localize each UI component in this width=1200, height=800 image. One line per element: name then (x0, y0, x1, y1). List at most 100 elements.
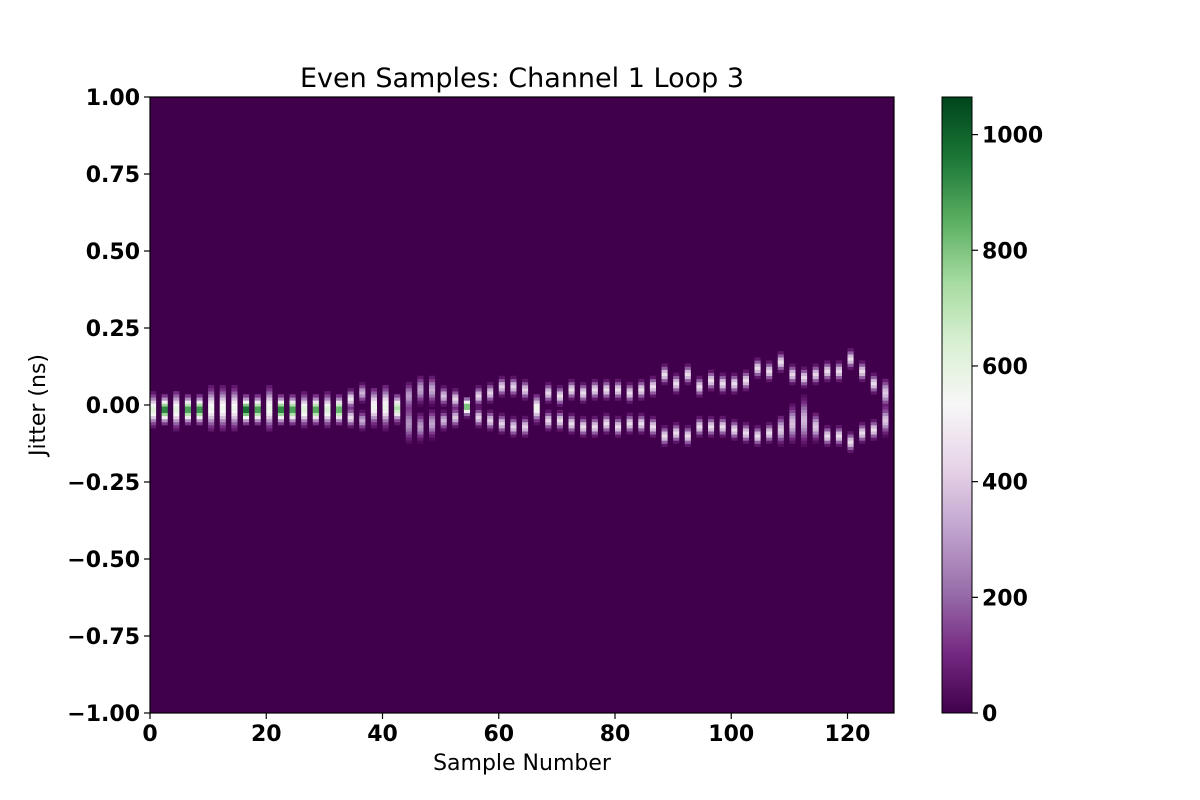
heatmap-cell (150, 415, 157, 420)
colorbar-tick-label: 200 (982, 586, 1028, 611)
heatmap-cell (719, 378, 726, 383)
heatmap-cell (370, 418, 377, 423)
heatmap-cell (336, 400, 343, 404)
heatmap-cell (150, 403, 157, 407)
heatmap-cell (859, 428, 866, 432)
heatmap-cell (638, 425, 645, 429)
heatmap-cell (498, 412, 505, 417)
heatmap-cell (859, 440, 866, 444)
heatmap-cell (731, 375, 738, 380)
heatmap-cell (382, 394, 389, 398)
heatmap-cell (429, 403, 436, 407)
heatmap-cell (812, 421, 819, 426)
heatmap-cell (417, 394, 424, 398)
heatmap-cell (545, 415, 552, 420)
heatmap-cell (359, 381, 366, 386)
heatmap-cell (394, 394, 401, 398)
heatmap-cell (684, 363, 691, 367)
heatmap-cell (603, 425, 610, 429)
heatmap-cell (301, 415, 308, 420)
heatmap-cell (417, 403, 424, 407)
heatmap-cell (336, 409, 343, 413)
heatmap-cell (859, 369, 866, 373)
heatmap-cell (777, 440, 784, 444)
heatmap-cell (475, 406, 482, 410)
heatmap-cell (429, 400, 436, 404)
heatmap-cell (347, 409, 354, 413)
heatmap-cell (312, 409, 319, 413)
heatmap-cell (289, 409, 296, 413)
heatmap-cell (231, 421, 238, 426)
heatmap-cell (882, 412, 889, 417)
heatmap-cell (615, 391, 622, 395)
heatmap-cell (405, 403, 412, 407)
heatmap-cell (859, 434, 866, 438)
heatmap-cell (742, 369, 749, 373)
heatmap-cell (394, 409, 401, 413)
heatmap-cells (150, 348, 889, 454)
heatmap-cell (766, 434, 773, 438)
heatmap-cell (777, 434, 784, 438)
heatmap-cell (196, 418, 203, 423)
heatmap-cell (626, 428, 633, 432)
heatmap-cell (359, 397, 366, 401)
heatmap-cell (626, 418, 633, 423)
heatmap-cell (742, 431, 749, 435)
heatmap-cell (405, 397, 412, 401)
heatmap-cell (870, 437, 877, 441)
heatmap-cell (801, 403, 808, 407)
heatmap-cell (266, 394, 273, 398)
heatmap-cell (870, 381, 877, 386)
heatmap-cell (266, 412, 273, 417)
heatmap-cell (219, 412, 226, 417)
heatmap-cell (661, 363, 668, 367)
heatmap-cell (370, 409, 377, 413)
heatmap-cell (615, 431, 622, 435)
heatmap-cell (394, 406, 401, 410)
heatmap-cell (708, 369, 715, 373)
heatmap-cell (336, 406, 343, 410)
heatmap-cell (289, 403, 296, 407)
heatmap-cell (370, 397, 377, 401)
heatmap-cell (219, 394, 226, 398)
heatmap-cell (731, 434, 738, 438)
heatmap-cell (324, 425, 331, 429)
heatmap-cell (452, 397, 459, 401)
heatmap-cell (859, 378, 866, 383)
heatmap-cell (568, 394, 575, 398)
heatmap-cell (243, 421, 250, 426)
heatmap-cell (789, 375, 796, 380)
heatmap-cell (498, 388, 505, 392)
heatmap-cell (731, 437, 738, 441)
heatmap-cell (173, 425, 180, 429)
heatmap-cell (847, 437, 854, 441)
heatmap-cell (347, 403, 354, 407)
heatmap-cell (370, 415, 377, 420)
heatmap-cell (859, 375, 866, 380)
heatmap-cell (277, 400, 284, 404)
heatmap-cell (184, 409, 191, 413)
heatmap-cell (510, 388, 517, 392)
heatmap-cell (708, 384, 715, 389)
heatmap-cell (208, 394, 215, 398)
heatmap-cell (777, 351, 784, 355)
heatmap-cell (870, 372, 877, 377)
heatmap-cell (254, 406, 261, 410)
heatmap-cell (208, 425, 215, 429)
heatmap-cell (696, 418, 703, 423)
heatmap-cell (801, 428, 808, 432)
heatmap-cell (452, 412, 459, 417)
heatmap-cell (324, 394, 331, 398)
heatmap-cell (684, 381, 691, 386)
y-tick-label: 0.75 (86, 163, 140, 188)
heatmap-cell (789, 431, 796, 435)
heatmap-cell (254, 400, 261, 404)
heatmap-cell (196, 397, 203, 401)
heatmap-cell (801, 400, 808, 404)
heatmap-cell (150, 409, 157, 413)
heatmap-cell (615, 425, 622, 429)
colorbar-tick-label: 1000 (982, 124, 1043, 149)
heatmap-cell (789, 369, 796, 373)
heatmap-cell (254, 394, 261, 398)
heatmap-cell (801, 366, 808, 370)
